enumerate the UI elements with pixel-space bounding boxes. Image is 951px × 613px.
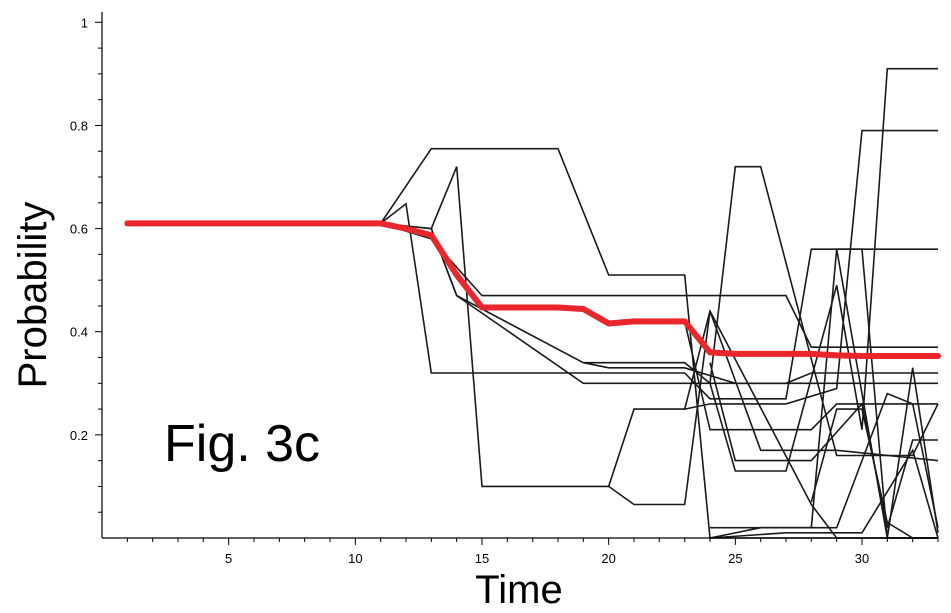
x-axis-title: Time (475, 568, 562, 612)
x-tick-label: 15 (475, 551, 489, 566)
path-line-11 (683, 321, 938, 431)
path-line-2 (380, 202, 938, 400)
path-line-7 (430, 165, 939, 457)
x-tick-label: 10 (348, 551, 362, 566)
path-line-3 (380, 166, 939, 506)
path-line-9 (684, 129, 938, 410)
y-axis-title: Probability (11, 202, 55, 389)
y-tick-label: 0.6 (70, 222, 88, 237)
paths-layer (380, 67, 939, 539)
y-tick-label: 0.4 (70, 325, 88, 340)
x-tick-label: 20 (601, 551, 615, 566)
x-tick-label: 30 (855, 551, 869, 566)
y-tick-label: 0.2 (70, 428, 88, 443)
path-line-10 (709, 67, 938, 472)
path-line-15 (709, 448, 939, 539)
y-tick-label: 1 (81, 15, 88, 30)
mean-layer (124, 220, 941, 359)
path-line-6 (583, 361, 938, 385)
path-line-13 (709, 249, 938, 539)
path-line-14 (710, 392, 939, 529)
y-tick-label: 0.8 (70, 118, 88, 133)
y-ticks: 0.2 0.4 0.6 0.8 1 (70, 15, 102, 513)
x-ticks: 5 10 15 20 25 30 (126, 538, 939, 566)
x-tick-label: 5 (225, 551, 232, 566)
x-tick-label: 25 (728, 551, 742, 566)
figure-annotation: Fig. 3c (164, 415, 320, 473)
path-line-12 (709, 362, 938, 528)
mean-probability-line (124, 220, 941, 359)
